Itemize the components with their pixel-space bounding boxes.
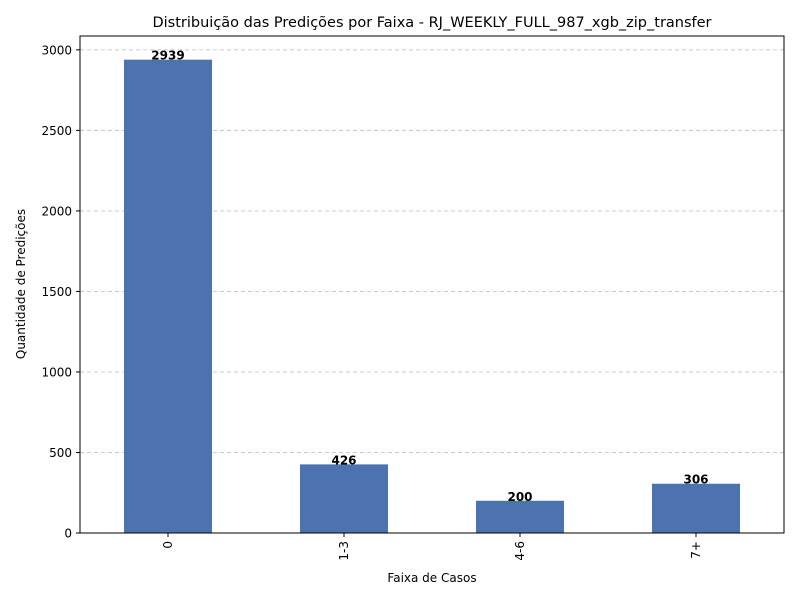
y-tick-label: 2500 bbox=[41, 124, 72, 138]
bar-4-6 bbox=[476, 500, 564, 533]
x-tick-label: 4-6 bbox=[513, 541, 527, 561]
y-tick-label: 3000 bbox=[41, 43, 72, 57]
data-label: 426 bbox=[331, 453, 356, 467]
x-ticks: 0 1-3 4-6 7+ bbox=[161, 533, 703, 561]
y-ticks: 0 500 1000 1500 2000 2500 3000 bbox=[41, 43, 80, 541]
x-tick-label: 0 bbox=[161, 541, 175, 549]
plot-frame bbox=[79, 35, 785, 534]
x-axis-label: Faixa de Casos bbox=[387, 571, 476, 585]
bar-1-3 bbox=[300, 464, 388, 533]
bar-0 bbox=[124, 59, 212, 533]
y-tick-label: 1000 bbox=[41, 365, 72, 379]
x-tick-label: 7+ bbox=[689, 541, 703, 559]
y-tick-label: 500 bbox=[49, 446, 72, 460]
bar-7+ bbox=[652, 483, 740, 533]
bars bbox=[124, 59, 740, 533]
x-tick-label: 1-3 bbox=[337, 541, 351, 561]
y-tick-label: 1500 bbox=[41, 285, 72, 299]
data-label: 200 bbox=[507, 490, 532, 504]
chart-title: Distribuição das Predições por Faixa - R… bbox=[152, 15, 711, 31]
gridlines bbox=[80, 49, 784, 453]
y-tick-label: 2000 bbox=[41, 204, 72, 218]
y-axis-label: Quantidade de Predições bbox=[14, 209, 28, 359]
data-labels: 2939 426 200 306 bbox=[151, 49, 708, 504]
data-label: 2939 bbox=[151, 49, 184, 63]
y-tick-label: 0 bbox=[64, 527, 72, 541]
data-label: 306 bbox=[683, 473, 708, 487]
